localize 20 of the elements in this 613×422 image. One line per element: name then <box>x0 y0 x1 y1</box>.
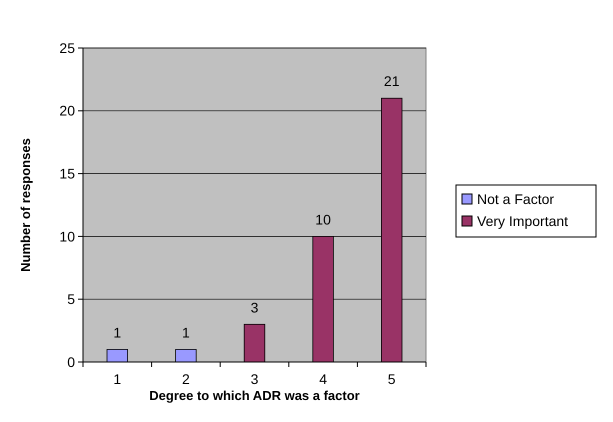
y-tick-label: 10 <box>59 228 76 244</box>
y-tick-label: 25 <box>59 40 76 56</box>
x-tick-label: 1 <box>113 371 122 387</box>
x-axis-title: Degree to which ADR was a factor <box>149 388 360 403</box>
x-tick-label: 2 <box>182 371 190 387</box>
y-tick-label: 20 <box>59 102 76 119</box>
data-label: 21 <box>384 73 400 90</box>
data-label: 1 <box>113 324 122 340</box>
y-tick-label: 15 <box>59 166 76 182</box>
x-tick-label: 4 <box>319 371 328 387</box>
data-label: 10 <box>315 211 332 228</box>
y-tick-label: 5 <box>67 291 76 308</box>
x-tick-label: 3 <box>250 371 259 387</box>
legend-label: Very Important <box>477 212 568 229</box>
data-label: 1 <box>182 324 190 340</box>
legend-label: Not a Factor <box>477 190 554 207</box>
y-axis-title: Number of responses <box>18 138 33 272</box>
data-label: 3 <box>250 299 259 316</box>
y-tick-label: 0 <box>67 354 76 370</box>
x-tick-label: 5 <box>388 371 396 387</box>
